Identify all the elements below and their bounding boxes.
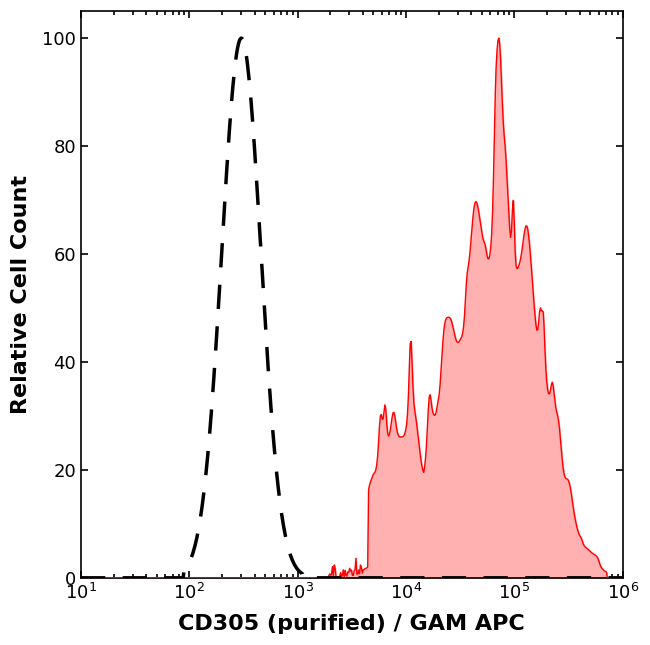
X-axis label: CD305 (purified) / GAM APC: CD305 (purified) / GAM APC bbox=[179, 614, 525, 634]
Y-axis label: Relative Cell Count: Relative Cell Count bbox=[11, 175, 31, 414]
